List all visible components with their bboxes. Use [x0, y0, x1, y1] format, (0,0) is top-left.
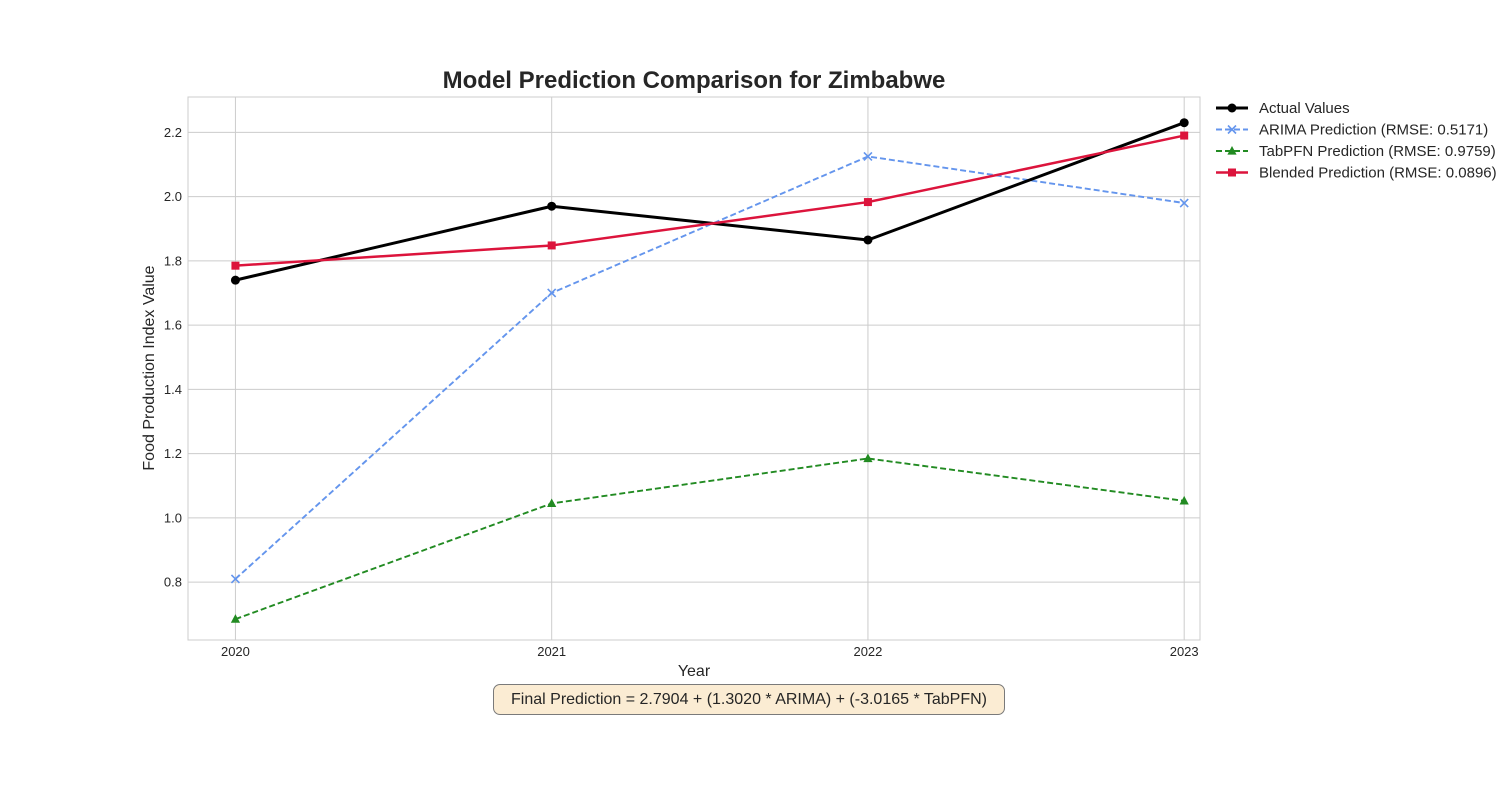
series-layer [230, 118, 1189, 623]
x-marker-stroke [1179, 198, 1189, 208]
y-axis-label: Food Production Index Value [141, 265, 158, 470]
series-0 [230, 118, 1189, 285]
legend-item: TabPFN Prediction (RMSE: 0.9759) [1216, 143, 1496, 160]
data-point [230, 574, 241, 584]
legend-marker [1227, 146, 1237, 155]
series-3 [231, 131, 1189, 270]
series-line [235, 134, 1185, 267]
y-tick-label: 0.8 [164, 575, 182, 590]
data-point [863, 151, 873, 162]
data-point [1179, 118, 1189, 128]
x-tick-label: 2023 [1170, 644, 1199, 659]
data-point [547, 201, 557, 211]
plot-frame [187, 96, 1201, 641]
x-marker-stroke [1227, 124, 1237, 135]
data-point [230, 614, 241, 623]
data-point [863, 453, 873, 463]
data-point [1179, 198, 1189, 208]
data-point [1179, 495, 1189, 505]
y-tick-label: 1.4 [164, 382, 182, 397]
data-point [863, 198, 872, 207]
series-line [235, 457, 1185, 621]
y-tick-label: 2.0 [164, 189, 182, 204]
y-tick-label: 2.2 [164, 125, 182, 140]
y-tick-label: 1.8 [164, 253, 182, 268]
x-axis-label: Year [678, 663, 711, 680]
series-line [234, 155, 1185, 580]
legend-label: ARIMA Prediction (RMSE: 0.5171) [1259, 122, 1488, 139]
data-point [547, 288, 557, 298]
chart-title: Model Prediction Comparison for Zimbabwe [443, 67, 946, 94]
legend-marker [1227, 103, 1237, 113]
x-tick-label: 2020 [221, 644, 250, 659]
tick-labels: 2020 2021 2022 2023 0.8 1.0 1.2 1.4 1.6 1.8 2.0 2.2 [164, 125, 1199, 659]
legend-label: TabPFN Prediction (RMSE: 0.9759) [1259, 143, 1496, 160]
data-point [231, 261, 240, 270]
y-tick-label: 1.2 [164, 446, 182, 461]
legend-item: Actual Values [1216, 100, 1350, 117]
y-tick-label: 1.0 [164, 510, 182, 525]
legend-label: Blended Prediction (RMSE: 0.0896) [1259, 165, 1497, 182]
x-tick-label: 2022 [853, 644, 882, 659]
x-marker-stroke [547, 288, 557, 298]
grid-lines [188, 97, 1200, 640]
data-point [230, 275, 240, 285]
legend-label: Actual Values [1259, 100, 1350, 117]
data-point [547, 241, 556, 250]
x-marker-stroke [863, 151, 873, 162]
legend-item: Blended Prediction (RMSE: 0.0896) [1216, 165, 1497, 182]
series-2 [230, 453, 1189, 623]
legend-marker [1227, 124, 1237, 135]
legend-item: ARIMA Prediction (RMSE: 0.5171) [1216, 122, 1488, 139]
x-tick-label: 2021 [537, 644, 566, 659]
x-marker-stroke [230, 574, 241, 584]
data-point [547, 498, 557, 508]
legend: Actual Values ARIMA Prediction (RMSE: 0.5… [1216, 100, 1497, 182]
legend-marker [1228, 168, 1236, 177]
data-point [1180, 131, 1189, 140]
formula-annotation: Final Prediction = 2.7904 + (1.3020 * AR… [493, 684, 1005, 715]
data-point [863, 235, 873, 245]
y-tick-label: 1.6 [164, 318, 182, 333]
